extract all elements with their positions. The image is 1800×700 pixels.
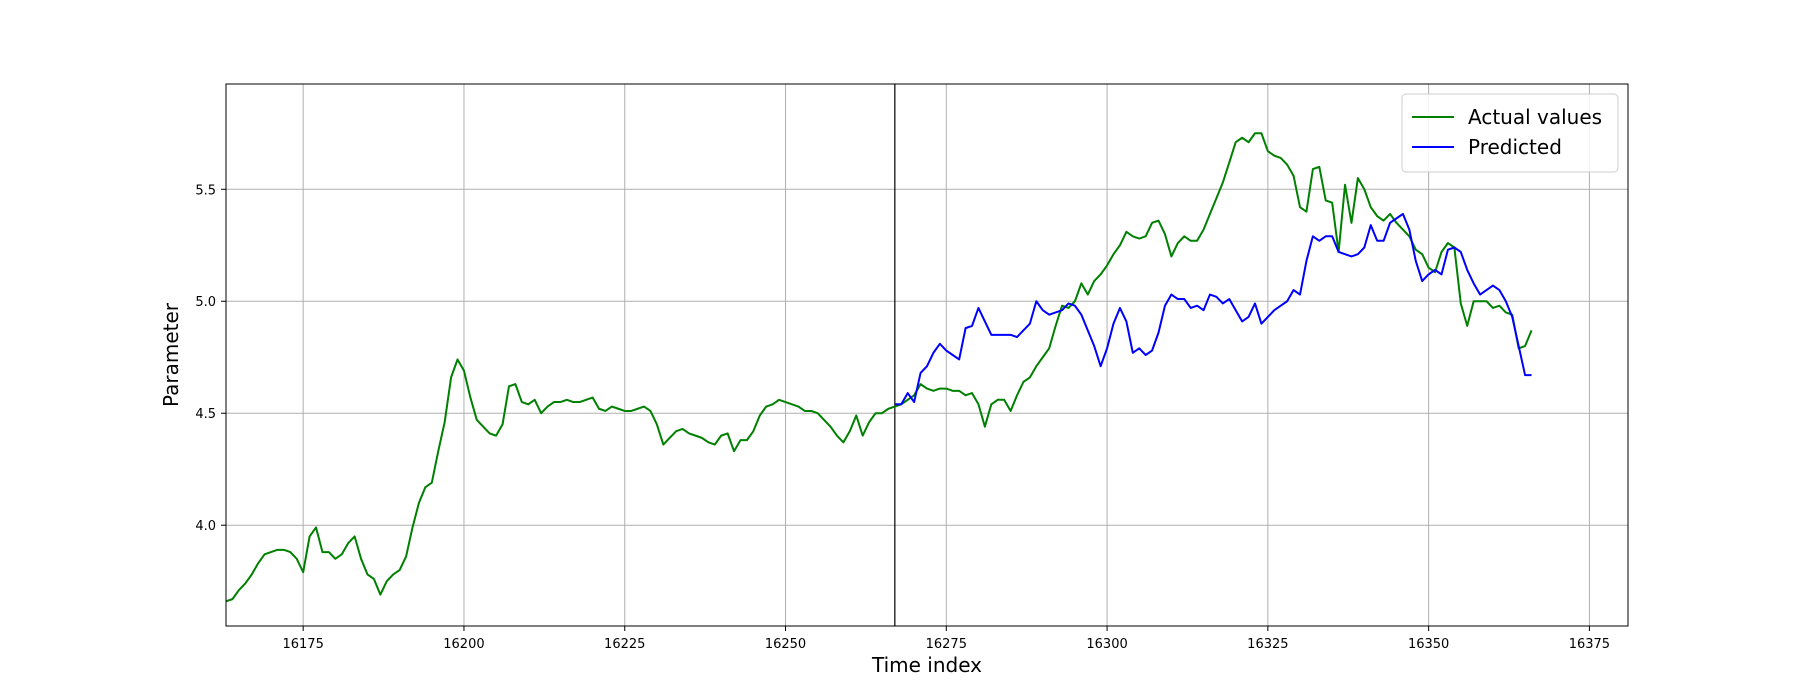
legend-label-actual-values: Actual values (1468, 105, 1602, 129)
series-line-predicted (894, 212, 1532, 406)
y-tick-label: 4.5 (195, 407, 216, 422)
plot-frame (225, 83, 1629, 627)
legend-label-predicted: Predicted (1468, 135, 1562, 159)
y-tick-label: 4.0 (195, 519, 216, 534)
series-layer (225, 132, 1533, 603)
x-tick-label: 16275 (926, 637, 967, 652)
legend: Actual values Predicted (1401, 93, 1619, 173)
y-axis-title: Parameter (159, 302, 183, 407)
x-tick-label: 16250 (765, 637, 806, 652)
series-line-actual-values (225, 132, 1533, 603)
y-tick-label: 5.0 (195, 295, 216, 310)
tick-layer: 16175 16200 16225 16250 16275 16300 16325 16350… (195, 183, 1610, 652)
y-tick-label: 5.5 (195, 183, 216, 198)
x-tick-label: 16200 (443, 637, 484, 652)
x-tick-label: 16375 (1569, 637, 1610, 652)
x-tick-label: 16300 (1086, 637, 1127, 652)
grid-layer (226, 84, 1628, 626)
x-tick-label: 16225 (604, 637, 645, 652)
x-tick-label: 16175 (282, 637, 323, 652)
x-tick-label: 16325 (1247, 637, 1288, 652)
x-axis-title: Time index (871, 653, 982, 677)
legend-box (1401, 93, 1619, 173)
x-tick-label: 16350 (1408, 637, 1449, 652)
